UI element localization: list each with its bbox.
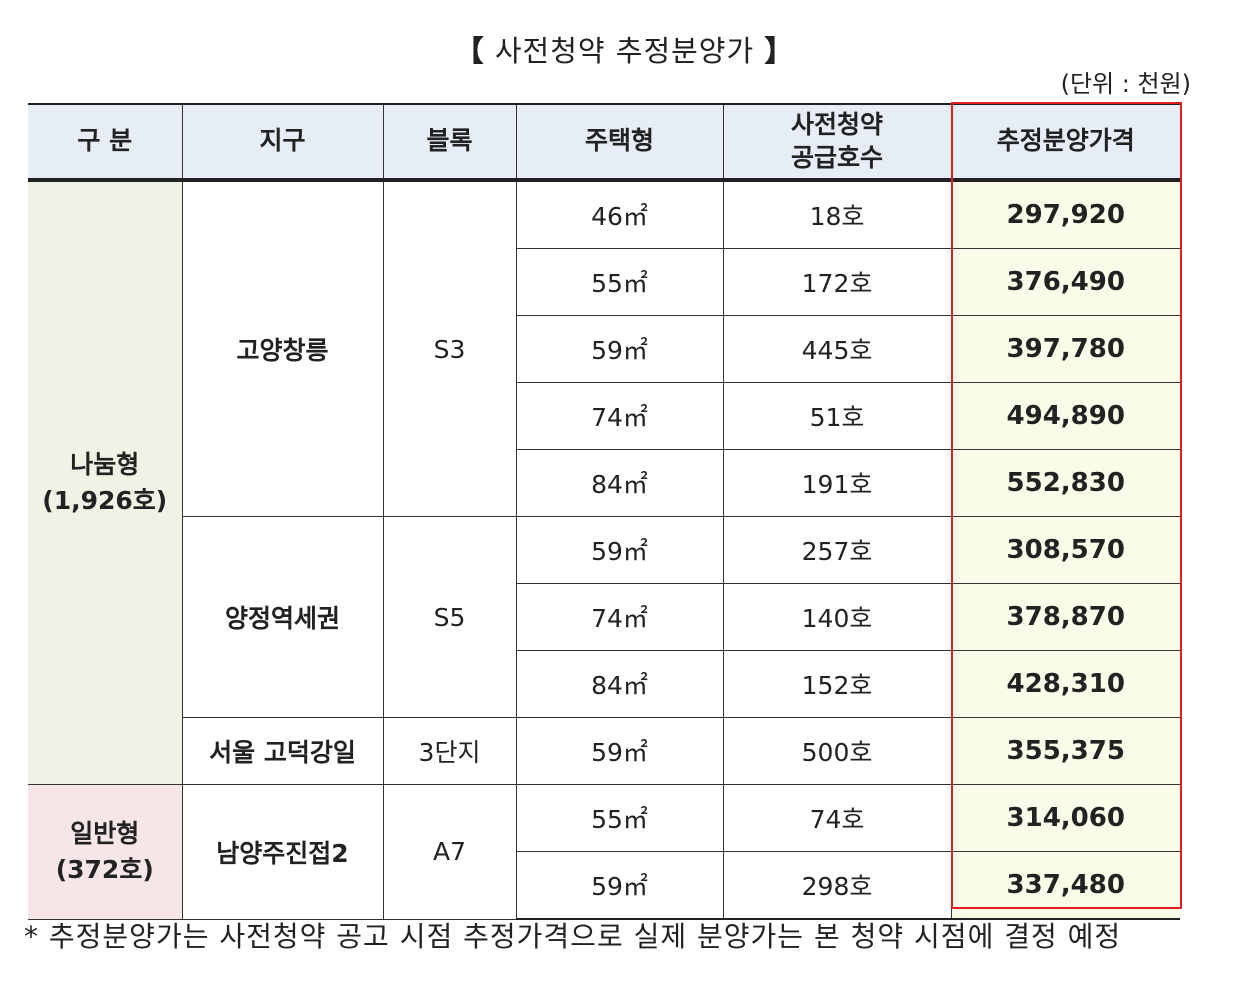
group-nanum-label: 나눔형 xyxy=(70,449,140,479)
price-cell: 428,310 xyxy=(950,650,1180,718)
supply-cell: 191호 xyxy=(722,449,952,517)
district-name: 양정역세권 xyxy=(182,516,384,718)
house-type-cell: 46㎡ xyxy=(515,179,724,249)
price-cell: 397,780 xyxy=(950,315,1180,383)
block-name: S3 xyxy=(382,179,517,517)
price-cell: 337,480 xyxy=(950,851,1180,920)
supply-cell: 298호 xyxy=(722,851,952,920)
house-type-cell: 74㎡ xyxy=(516,583,724,651)
header-row: 구 분 지구 블록 주택형 사전청약 공급호수 추정분양가격 xyxy=(28,103,1180,182)
price-cell: 297,920 xyxy=(950,179,1180,249)
block-name: S5 xyxy=(382,516,517,718)
house-type-cell: 55㎡ xyxy=(515,784,724,852)
house-type-cell: 84㎡ xyxy=(516,449,724,517)
table-row: 일반형 (372호) 남양주진접2 A7 55㎡ 74호 314,060 xyxy=(28,784,1180,920)
unit-label: (단위 : 천원) xyxy=(1060,70,1191,98)
district-name: 서울 고덕강일 xyxy=(182,717,384,785)
supply-cell: 257호 xyxy=(722,516,952,584)
title-text: 사전청약 추정분양가 xyxy=(494,34,755,68)
table-row: 나눔형 (1,926호) 고양창릉 S3 46㎡ 18호 297,920 xyxy=(28,179,1180,785)
price-cell: 376,490 xyxy=(950,248,1180,316)
supply-cell: 140호 xyxy=(722,583,952,651)
header-price: 추정분양가격 xyxy=(950,103,1180,182)
table-row: 59㎡ 445호 397,780 xyxy=(28,315,1180,383)
supply-cell: 18호 xyxy=(722,179,952,249)
title-bracket-open: 【 xyxy=(454,34,485,68)
group-nanum: 나눔형 (1,926호) xyxy=(28,179,183,785)
title-bracket-close: 】 xyxy=(764,34,795,68)
supply-cell: 51호 xyxy=(722,382,952,450)
table-row: 양정역세권 S5 59㎡ 257호 308,570 xyxy=(28,516,1180,718)
table-row: 74㎡ 140호 378,870 xyxy=(28,583,1180,651)
supply-cell: 74호 xyxy=(722,784,952,852)
supply-cell: 152호 xyxy=(722,650,952,718)
group-nanum-count: (1,926호) xyxy=(42,486,168,515)
table-row: 84㎡ 191호 552,830 xyxy=(28,449,1180,517)
block-name: 3단지 xyxy=(382,717,517,785)
price-cell: 494,890 xyxy=(950,382,1180,450)
header-district: 지구 xyxy=(181,103,384,182)
header-gubun: 구 분 xyxy=(28,103,183,182)
header-supply-line2: 공급호수 xyxy=(790,142,883,172)
group-ilban: 일반형 (372호) xyxy=(28,784,183,920)
price-cell: 378,870 xyxy=(950,583,1180,651)
price-cell: 552,830 xyxy=(950,449,1180,517)
header-supply: 사전청약 공급호수 xyxy=(722,103,952,182)
supply-cell: 445호 xyxy=(722,315,952,383)
supply-cell: 172호 xyxy=(722,248,952,316)
district-name: 고양창릉 xyxy=(181,179,384,517)
block-name: A7 xyxy=(382,784,517,920)
price-cell: 308,570 xyxy=(950,516,1180,584)
price-table: 구 분 지구 블록 주택형 사전청약 공급호수 추정분양가격 나눔형 (1,92… xyxy=(28,103,1180,920)
footnote: * 추정분양가는 사전청약 공고 시점 추정가격으로 실제 분양가는 본 청약 … xyxy=(24,920,1122,953)
district-name: 남양주진접2 xyxy=(181,784,384,920)
house-type-cell: 59㎡ xyxy=(516,851,724,920)
group-ilban-label: 일반형 xyxy=(70,818,140,848)
header-block: 블록 xyxy=(382,103,517,182)
table-row: 55㎡ 172호 376,490 xyxy=(28,248,1180,316)
table-row: 74㎡ 51호 494,890 xyxy=(28,382,1180,450)
price-cell: 314,060 xyxy=(950,784,1180,852)
table-title: 【 사전청약 추정분양가 】 xyxy=(0,28,1249,70)
header-supply-line1: 사전청약 xyxy=(790,110,883,139)
house-type-cell: 59㎡ xyxy=(515,516,724,584)
house-type-cell: 59㎡ xyxy=(515,717,724,785)
house-type-cell: 84㎡ xyxy=(516,650,724,718)
table-row: 서울 고덕강일 3단지 59㎡ 500호 355,375 xyxy=(28,717,1180,785)
price-cell: 355,375 xyxy=(950,717,1180,785)
group-ilban-count: (372호) xyxy=(55,854,154,884)
supply-cell: 500호 xyxy=(722,717,952,785)
house-type-cell: 55㎡ xyxy=(516,248,724,316)
header-house-type: 주택형 xyxy=(515,103,724,182)
house-type-cell: 74㎡ xyxy=(516,382,724,450)
house-type-cell: 59㎡ xyxy=(516,315,724,383)
